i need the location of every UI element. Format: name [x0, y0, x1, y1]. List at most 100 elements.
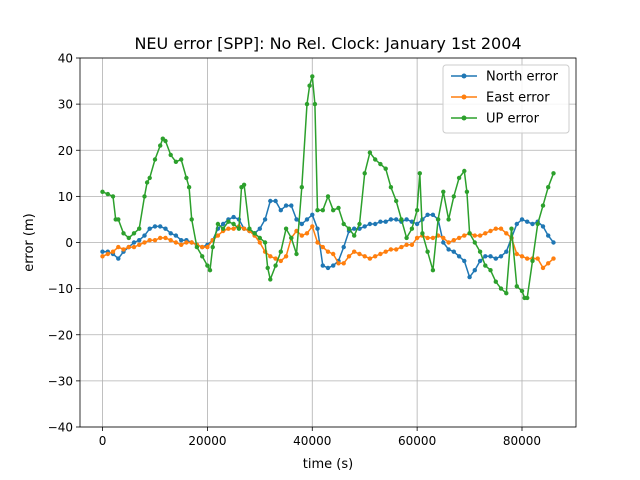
- data-point-up: [207, 268, 213, 273]
- data-point-up: [273, 263, 278, 268]
- data-point-north: [163, 226, 168, 231]
- y-axis-label: error (m): [22, 213, 37, 271]
- data-point-up: [100, 189, 105, 194]
- data-point-east: [535, 256, 540, 261]
- data-point-east: [158, 235, 163, 241]
- legend-label-north: North error: [486, 70, 559, 85]
- data-point-east: [425, 235, 430, 241]
- data-point-east: [504, 231, 509, 236]
- data-point-north: [373, 221, 378, 227]
- data-point-north: [540, 224, 546, 229]
- data-point-east: [519, 254, 525, 259]
- data-point-up: [519, 288, 525, 294]
- data-point-up: [121, 231, 126, 236]
- data-point-north: [116, 256, 121, 261]
- data-point-north: [325, 265, 331, 271]
- data-point-up: [467, 231, 472, 236]
- data-point-north: [137, 238, 142, 243]
- data-point-up: [215, 221, 221, 227]
- data-point-north: [299, 221, 304, 227]
- data-point-east: [163, 235, 168, 241]
- data-point-north: [352, 226, 357, 231]
- data-point-north: [430, 212, 436, 217]
- data-point-north: [425, 212, 430, 217]
- data-point-east: [116, 244, 121, 250]
- data-point-north: [504, 249, 509, 254]
- data-point-up: [168, 152, 173, 158]
- data-point-east: [325, 249, 331, 254]
- y-tick-label: 40: [58, 52, 73, 66]
- data-point-north: [456, 254, 462, 259]
- chart-title: NEU error [SPP]: No Rel. Clock: January …: [134, 34, 521, 53]
- data-point-north: [367, 221, 373, 227]
- data-point-up: [357, 221, 362, 227]
- data-point-up: [194, 244, 200, 250]
- data-point-east: [152, 238, 158, 243]
- data-point-east: [105, 251, 111, 257]
- legend-item-east: East error: [451, 91, 550, 106]
- data-point-up: [346, 226, 352, 231]
- x-tick-label: 0: [99, 434, 107, 448]
- data-point-up: [268, 277, 273, 282]
- data-point-north: [268, 198, 273, 204]
- data-point-east: [472, 233, 477, 238]
- data-point-east: [304, 231, 310, 236]
- data-point-up: [451, 194, 456, 199]
- data-point-east: [451, 238, 456, 243]
- data-point-up: [383, 166, 388, 171]
- data-point-north: [388, 217, 394, 222]
- data-point-up: [373, 157, 378, 162]
- data-point-east: [110, 249, 116, 254]
- data-point-north: [446, 247, 451, 252]
- data-point-up: [105, 191, 111, 197]
- legend-item-up: UP error: [451, 112, 540, 127]
- data-point-east: [137, 242, 142, 247]
- data-point-north: [498, 254, 504, 259]
- data-point-north: [383, 219, 388, 224]
- data-point-north: [152, 224, 158, 229]
- data-point-east: [215, 233, 221, 238]
- data-point-up: [414, 208, 420, 213]
- data-point-east: [394, 247, 399, 252]
- data-point-east: [268, 254, 273, 259]
- y-tick-label: −40: [48, 421, 73, 435]
- data-point-north: [168, 231, 173, 236]
- data-point-up: [441, 189, 446, 194]
- data-point-north: [493, 256, 498, 261]
- data-point-up: [147, 175, 152, 181]
- data-point-east: [173, 240, 179, 245]
- data-point-up: [498, 286, 504, 291]
- data-point-north: [530, 221, 535, 227]
- data-point-up: [435, 217, 441, 222]
- data-point-east: [241, 226, 247, 231]
- series-layer: [100, 74, 556, 301]
- data-point-north: [414, 221, 420, 227]
- data-point-north: [283, 203, 289, 208]
- data-point-east: [498, 226, 504, 231]
- data-point-east: [257, 240, 262, 245]
- data-point-up: [504, 291, 509, 296]
- data-point-up: [131, 231, 137, 236]
- data-point-up: [142, 194, 147, 199]
- legend-box: [442, 64, 570, 134]
- data-point-east: [414, 235, 420, 241]
- data-point-up: [226, 219, 231, 224]
- data-point-up: [320, 208, 325, 213]
- data-point-east: [315, 240, 320, 245]
- data-point-east: [462, 233, 467, 238]
- data-point-up: [110, 194, 116, 199]
- data-point-up: [163, 138, 168, 144]
- data-point-north: [441, 240, 446, 245]
- data-point-east: [357, 251, 362, 257]
- data-point-north: [158, 224, 163, 229]
- data-point-east: [399, 244, 404, 250]
- data-point-up: [257, 235, 262, 241]
- data-point-east: [299, 233, 304, 238]
- data-point-east: [514, 251, 519, 257]
- data-point-east: [142, 240, 147, 245]
- legend-item-north: North error: [451, 70, 559, 85]
- data-point-up: [399, 217, 404, 222]
- data-point-east: [341, 261, 346, 266]
- data-point-up: [315, 208, 320, 213]
